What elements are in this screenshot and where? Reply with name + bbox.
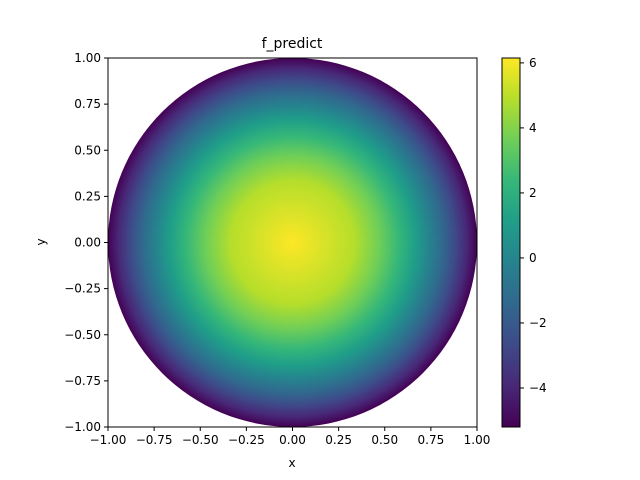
y-axis-label: y [34,238,48,245]
x-tick-label: 0.50 [371,433,398,447]
y-axis: −1.00 −0.75 −0.50 −0.25 0.00 0.25 0.50 0.75 1.00 [64,51,108,434]
colorbar-frame [501,57,521,428]
colorbar-tick-label: 0 [529,251,537,265]
colorbar-tick-label: −4 [529,381,547,395]
colorbar-tick-label: 6 [529,56,537,70]
y-tick-label: 0.25 [74,189,101,203]
x-axis: −1.00 −0.75 −0.50 −0.25 0.00 0.25 0.50 0.75 1.00 [90,427,491,447]
colorbar: −4 −2 0 2 4 6 [501,56,547,428]
x-tick-label: 0.00 [279,433,306,447]
x-tick-label: −1.00 [90,433,127,447]
colorbar-tick-label: 4 [529,121,537,135]
colorbar-tick-label: −2 [529,316,547,330]
y-tick-label: −0.75 [64,374,101,388]
x-tick-label: −0.50 [182,433,219,447]
y-tick-label: −0.25 [64,282,101,296]
x-tick-label: −0.25 [228,433,265,447]
y-tick-label: −1.00 [64,420,101,434]
y-tick-label: 1.00 [74,51,101,65]
chart-title: f_predict [262,36,323,52]
x-tick-label: 1.00 [464,433,491,447]
colorbar-ticks: −4 −2 0 2 4 6 [520,56,547,395]
colorbar-tick-label: 2 [529,186,537,200]
y-tick-label: 0.50 [74,143,101,157]
y-tick-label: 0.00 [74,236,101,250]
field-disk [108,58,477,427]
x-tick-label: 0.25 [325,433,352,447]
x-tick-label: −0.75 [136,433,173,447]
y-tick-label: 0.75 [74,97,101,111]
x-axis-label: x [288,456,295,470]
colorbar-fill [502,58,520,427]
x-tick-label: 0.75 [418,433,445,447]
plot-area [107,57,478,428]
y-tick-label: −0.50 [64,328,101,342]
field-surface [108,58,477,427]
